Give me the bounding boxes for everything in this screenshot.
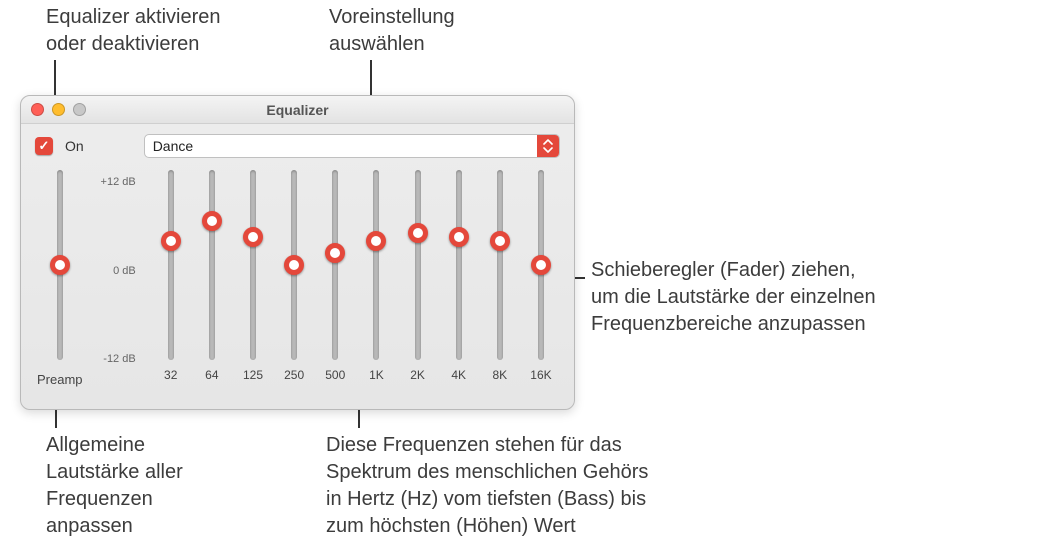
band-label-4K: 4K: [451, 368, 466, 382]
preset-select[interactable]: Dance: [144, 134, 560, 158]
band-label-16K: 16K: [530, 368, 551, 382]
band-64: 64: [195, 170, 229, 387]
preamp-knob[interactable]: [50, 255, 70, 275]
scale-mid: 0 dB: [101, 265, 136, 277]
band-knob-500[interactable]: [325, 243, 345, 263]
band-125: 125: [236, 170, 270, 387]
band-label-32: 32: [164, 368, 177, 382]
band-knob-4K[interactable]: [449, 227, 469, 247]
on-checkbox[interactable]: ✓: [35, 137, 53, 155]
band-8K: 8K: [483, 170, 517, 387]
band-knob-250[interactable]: [284, 255, 304, 275]
band-32: 32: [154, 170, 188, 387]
on-label: On: [65, 138, 84, 154]
band-slider-64[interactable]: [209, 170, 215, 360]
band-knob-32[interactable]: [161, 231, 181, 251]
band-label-250: 250: [284, 368, 304, 382]
band-slider-8K[interactable]: [497, 170, 503, 360]
band-slider-125[interactable]: [250, 170, 256, 360]
band-4K: 4K: [442, 170, 476, 387]
band-250: 250: [277, 170, 311, 387]
preamp-column: Preamp: [37, 170, 83, 387]
controls-row: ✓ On Dance: [21, 124, 574, 164]
preamp-slider[interactable]: [57, 170, 63, 360]
band-knob-2K[interactable]: [408, 223, 428, 243]
db-scale: +12 dB 0 dB -12 dB: [101, 170, 136, 387]
band-label-2K: 2K: [410, 368, 425, 382]
band-slider-500[interactable]: [332, 170, 338, 360]
band-slider-250[interactable]: [291, 170, 297, 360]
eq-body: Preamp +12 dB 0 dB -12 dB 32 64 125 250 500 1…: [21, 164, 574, 399]
band-slider-32[interactable]: [168, 170, 174, 360]
band-slider-16K[interactable]: [538, 170, 544, 360]
band-label-125: 125: [243, 368, 263, 382]
equalizer-window: Equalizer ✓ On Dance Preamp +12 dB 0 dB …: [20, 95, 575, 410]
band-16K: 16K: [524, 170, 558, 387]
bands-container: 32 64 125 250 500 1K 2K 4K 8K 16K: [154, 170, 558, 387]
callout-preamp: Allgemeine Lautstärke aller Frequenzen a…: [46, 432, 183, 540]
titlebar: Equalizer: [21, 96, 574, 124]
callout-enable: Equalizer aktivieren oder deaktivieren: [46, 4, 221, 58]
window-title: Equalizer: [21, 102, 574, 118]
band-1K: 1K: [359, 170, 393, 387]
band-knob-64[interactable]: [202, 211, 222, 231]
callout-fader: Schieberegler (Fader) ziehen, um die Lau…: [591, 257, 876, 338]
band-slider-2K[interactable]: [415, 170, 421, 360]
scale-min: -12 dB: [101, 353, 136, 365]
preset-value: Dance: [145, 138, 537, 154]
preamp-label: Preamp: [37, 372, 83, 387]
band-knob-8K[interactable]: [490, 231, 510, 251]
band-label-1K: 1K: [369, 368, 384, 382]
band-knob-125[interactable]: [243, 227, 263, 247]
band-2K: 2K: [401, 170, 435, 387]
band-slider-1K[interactable]: [373, 170, 379, 360]
band-label-8K: 8K: [492, 368, 507, 382]
band-slider-4K[interactable]: [456, 170, 462, 360]
callout-freq: Diese Frequenzen stehen für das Spektrum…: [326, 432, 648, 540]
checkmark-icon: ✓: [39, 138, 50, 154]
band-knob-16K[interactable]: [531, 255, 551, 275]
band-500: 500: [318, 170, 352, 387]
callout-preset: Voreinstellung auswählen: [329, 4, 455, 58]
band-knob-1K[interactable]: [366, 231, 386, 251]
scale-max: +12 dB: [101, 176, 136, 188]
preset-dropdown-icon: [537, 135, 559, 157]
band-label-500: 500: [325, 368, 345, 382]
band-label-64: 64: [205, 368, 218, 382]
